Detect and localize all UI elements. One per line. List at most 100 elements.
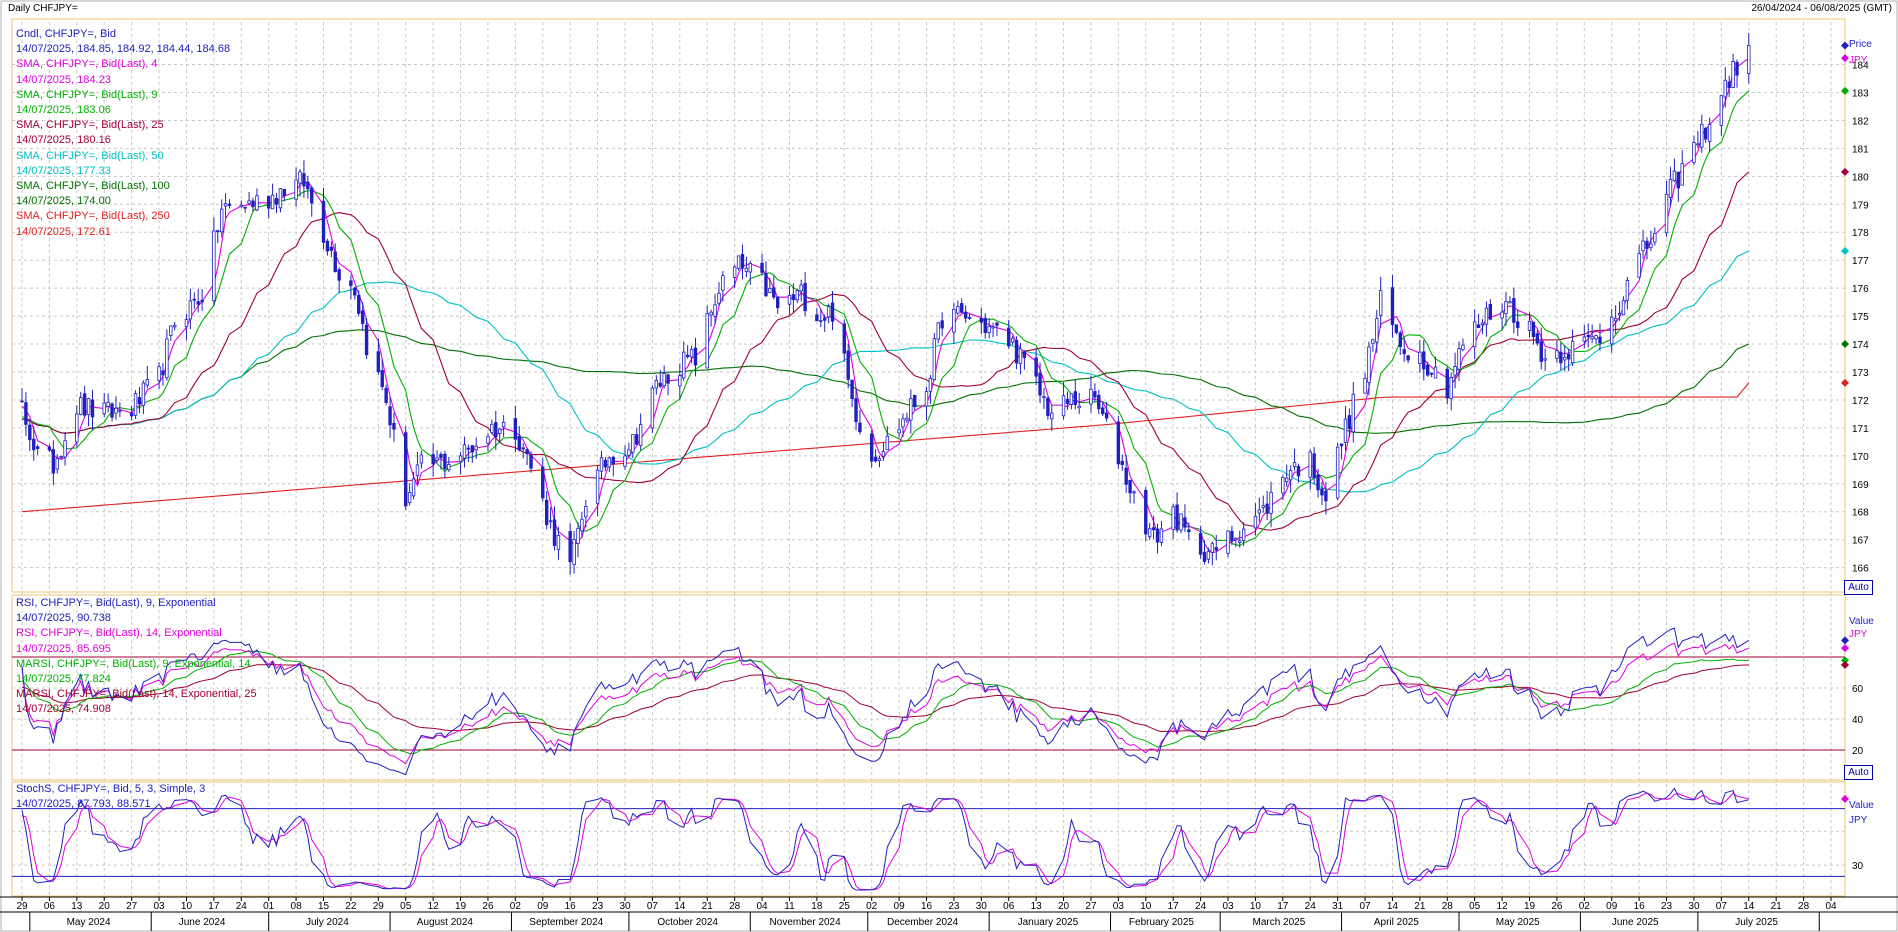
- x-day-label: 05: [400, 901, 412, 912]
- candle-body: [329, 246, 334, 251]
- x-day-label: 08: [291, 901, 303, 912]
- candle-body: [490, 423, 494, 434]
- candle-body: [1570, 340, 1575, 363]
- x-month-label: February 2025: [1129, 917, 1194, 928]
- rsi-legend: RSI, CHFJPY=, Bid(Last), 9, Exponential …: [16, 596, 257, 718]
- x-day-label: 27: [1085, 901, 1097, 912]
- price-tick-label: 170: [1852, 452, 1869, 463]
- candle-body: [1285, 477, 1289, 482]
- candle-body: [1700, 124, 1704, 148]
- x-month-label: October 2024: [657, 917, 718, 928]
- candle-body: [1308, 451, 1312, 478]
- x-day-label: 19: [455, 901, 467, 912]
- candle-body: [337, 269, 341, 281]
- x-day-label: 27: [126, 901, 138, 912]
- x-day-label: 20: [1058, 901, 1070, 912]
- candle-body: [548, 520, 553, 523]
- x-month-label: June 2025: [1612, 917, 1659, 928]
- rsi-auto-scale-button[interactable]: Auto: [1844, 765, 1873, 780]
- candle-body: [184, 319, 189, 327]
- candle-body: [932, 338, 937, 380]
- x-month-label: July 2025: [1735, 917, 1778, 928]
- candle-body: [1265, 503, 1269, 514]
- candle-body: [1104, 412, 1109, 419]
- candle-body: [439, 453, 443, 458]
- marker-sma9: [1841, 86, 1849, 95]
- candle-body: [431, 454, 435, 465]
- price-tick-label: 179: [1852, 200, 1869, 211]
- legend-sma4-name: SMA, CHFJPY=, Bid(Last), 4: [16, 58, 158, 71]
- candle-body: [885, 435, 890, 451]
- candle-body: [1320, 488, 1324, 496]
- moving-averages: [21, 57, 1750, 554]
- candle-body: [1132, 491, 1136, 494]
- candle-body: [1461, 344, 1465, 351]
- x-day-label: 07: [1716, 901, 1728, 912]
- candle-body: [1433, 366, 1438, 379]
- candle-body: [1061, 395, 1066, 417]
- candle-body: [1343, 418, 1348, 443]
- x-day-label: 17: [208, 901, 220, 912]
- candle-body: [161, 370, 165, 376]
- x-day-label: 30: [976, 901, 988, 912]
- chart-title: Daily CHFJPY=: [8, 3, 78, 14]
- legend-sma9-value: 14/07/2025, 183.06: [16, 104, 111, 117]
- candle-body: [404, 432, 408, 507]
- candle-body: [102, 402, 106, 415]
- candle-body: [654, 379, 659, 389]
- x-day-label: 06: [1003, 901, 1015, 912]
- x-month-label: May 2024: [67, 917, 111, 928]
- candle-body: [1069, 393, 1074, 405]
- candle-body: [200, 299, 204, 303]
- x-day-label: 22: [345, 901, 357, 912]
- candle-body: [51, 449, 56, 474]
- candle-body: [799, 284, 803, 292]
- rsi-pane-border: [11, 594, 1846, 781]
- x-day-label: 07: [647, 901, 659, 912]
- candle-body: [392, 422, 396, 430]
- candle-body: [776, 296, 780, 309]
- candle-body: [1488, 304, 1493, 320]
- legend-sma100-name: SMA, CHFJPY=, Bid(Last), 100: [16, 180, 170, 193]
- x-day-label: 09: [1606, 901, 1618, 912]
- candle-body: [1234, 537, 1238, 541]
- candle-body: [137, 397, 142, 405]
- legend-sma250-value: 14/07/2025, 172.61: [16, 225, 111, 238]
- candle-body: [1179, 513, 1183, 531]
- sma50-line: [21, 250, 1750, 493]
- candle-body: [1668, 178, 1673, 198]
- candle-body: [822, 317, 827, 321]
- candle-body: [59, 455, 63, 458]
- candle-body: [873, 456, 878, 462]
- candle-body: [1147, 528, 1152, 538]
- candle-body: [607, 457, 612, 468]
- candle-body: [541, 466, 545, 499]
- price-unit-currency: JPY: [1849, 55, 1868, 66]
- candle-body: [474, 445, 478, 451]
- price-tick-label: 174: [1852, 340, 1869, 351]
- candle-body: [826, 306, 831, 318]
- price-pane-border: [11, 18, 1846, 593]
- price-tick-label: 173: [1852, 368, 1869, 379]
- legend-rsi14-value: 14/07/2025, 85.695: [16, 642, 111, 655]
- candle-body: [1367, 346, 1371, 383]
- candle-body: [1727, 81, 1731, 89]
- x-day-label: 23: [1661, 901, 1673, 912]
- candle-body: [960, 303, 964, 313]
- candle-body: [952, 308, 956, 333]
- candle-body: [529, 454, 533, 469]
- candle-body: [858, 422, 862, 433]
- price-auto-scale-button[interactable]: Auto: [1844, 580, 1873, 595]
- price-tick-label: 177: [1852, 256, 1869, 267]
- candle-body: [1610, 316, 1614, 345]
- x-day-label: 03: [1113, 901, 1125, 912]
- stoch-tick-label: 30: [1852, 861, 1864, 872]
- sma4-line: [21, 57, 1750, 554]
- candle-body: [216, 230, 220, 233]
- candle-body: [1653, 232, 1657, 243]
- candle-body: [141, 382, 146, 406]
- candle-body: [302, 173, 306, 187]
- candle-body: [278, 188, 283, 209]
